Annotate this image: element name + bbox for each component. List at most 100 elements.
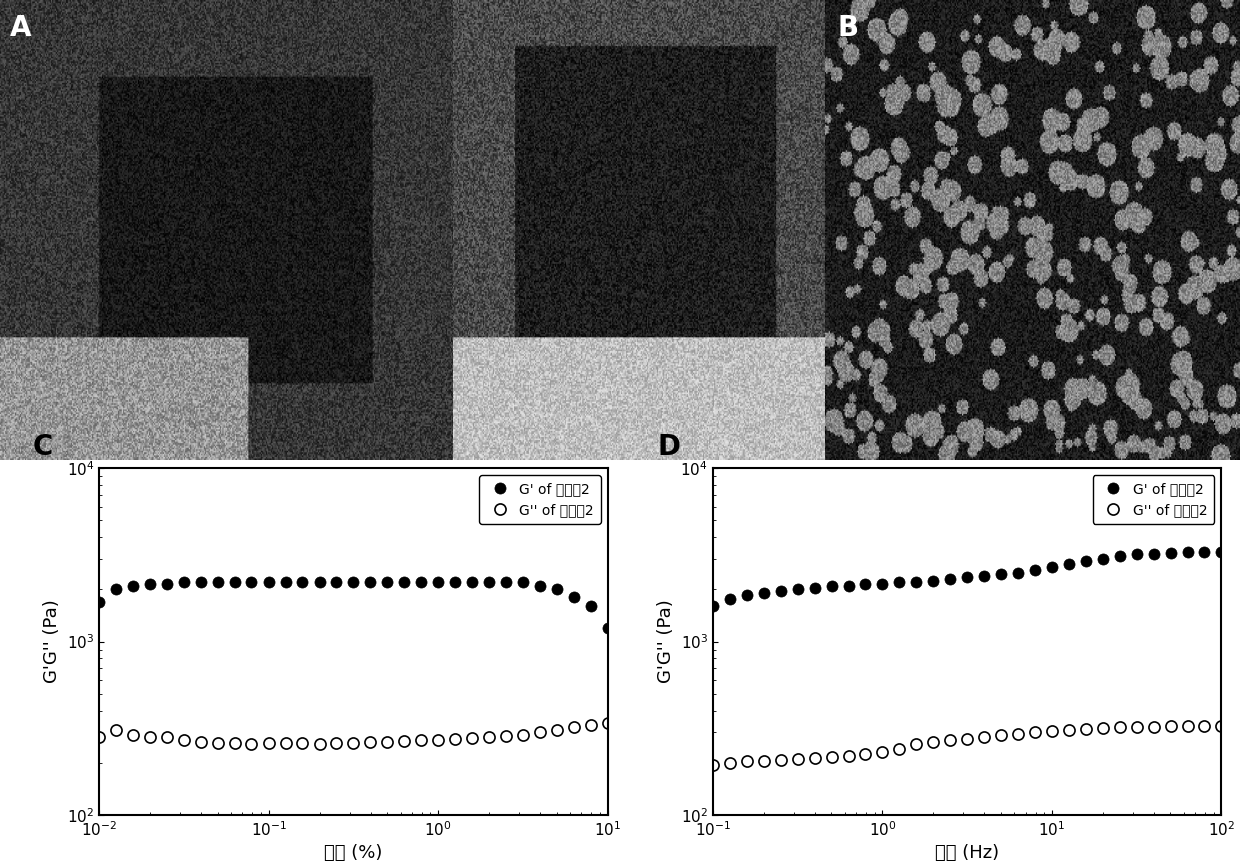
G'' of 对比例2 — [1095, 723, 1110, 733]
G'' of 对比例2 — [774, 754, 789, 765]
Text: C: C — [33, 434, 53, 461]
G' of 对比例2 — [1146, 549, 1161, 559]
G' of 对比例2 — [346, 577, 361, 588]
G' of 对比例2 — [774, 586, 789, 596]
G' of 对比例2 — [193, 577, 208, 588]
G' of 对比例2 — [790, 584, 805, 595]
G'' of 对比例2 — [1112, 722, 1127, 733]
G'' of 对比例2 — [1028, 727, 1043, 738]
G'' of 对比例2 — [600, 718, 615, 728]
G' of 对比例2 — [567, 592, 582, 603]
G'' of 对比例2 — [363, 736, 378, 746]
G' of 对比例2 — [807, 583, 822, 593]
G' of 对比例2 — [143, 579, 157, 590]
G' of 对比例2 — [1011, 567, 1025, 577]
G'' of 对比例2 — [430, 734, 445, 745]
Line: G'' of 对比例2: G'' of 对比例2 — [94, 717, 613, 750]
G'' of 对比例2 — [262, 738, 277, 748]
G'' of 对比例2 — [278, 738, 293, 748]
G' of 对比例2 — [756, 588, 771, 598]
G'' of 对比例2 — [481, 733, 496, 743]
G'' of 对比例2 — [1130, 721, 1145, 732]
G'' of 对比例2 — [109, 725, 124, 735]
G' of 对比例2 — [92, 596, 107, 607]
G' of 对比例2 — [926, 576, 941, 586]
G' of 对比例2 — [1197, 546, 1211, 557]
G'' of 对比例2 — [549, 725, 564, 735]
G' of 对比例2 — [125, 581, 140, 591]
G'' of 对比例2 — [1011, 728, 1025, 739]
Text: 14 天: 14 天 — [528, 251, 569, 269]
G' of 对比例2 — [176, 577, 191, 588]
X-axis label: 应力 (%): 应力 (%) — [324, 844, 383, 862]
G'' of 对比例2 — [892, 744, 906, 754]
G'' of 对比例2 — [125, 730, 140, 740]
G' of 对比例2 — [1112, 551, 1127, 562]
G'' of 对比例2 — [1061, 725, 1076, 735]
G' of 对比例2 — [600, 623, 615, 633]
G' of 对比例2 — [858, 579, 873, 590]
G'' of 对比例2 — [244, 740, 259, 750]
G'' of 对比例2 — [1180, 721, 1195, 732]
Text: B: B — [837, 14, 858, 42]
G'' of 对比例2 — [706, 759, 720, 770]
G'' of 对比例2 — [346, 738, 361, 748]
G'' of 对比例2 — [329, 738, 343, 748]
G' of 对比例2 — [448, 577, 463, 588]
G'' of 对比例2 — [825, 753, 839, 763]
G' of 对比例2 — [1214, 546, 1229, 557]
Text: D: D — [657, 434, 680, 461]
G' of 对比例2 — [159, 579, 174, 590]
G' of 对比例2 — [498, 577, 513, 588]
G' of 对比例2 — [977, 570, 992, 581]
G'' of 对比例2 — [227, 738, 242, 748]
Text: pH=7.4: pH=7.4 — [511, 194, 587, 212]
G'' of 对比例2 — [516, 730, 531, 740]
G'' of 对比例2 — [1146, 721, 1161, 732]
G' of 对比例2 — [430, 577, 445, 588]
G'' of 对比例2 — [993, 730, 1008, 740]
G'' of 对比例2 — [807, 753, 822, 763]
G' of 对比例2 — [1095, 554, 1110, 564]
G' of 对比例2 — [739, 590, 754, 601]
G'' of 对比例2 — [193, 736, 208, 746]
G'' of 对比例2 — [926, 736, 941, 746]
G'' of 对比例2 — [1163, 721, 1178, 732]
G' of 对比例2 — [1079, 557, 1094, 567]
G' of 对比例2 — [723, 594, 738, 604]
Text: A: A — [10, 14, 31, 42]
Legend: G' of 对比例2, G'' of 对比例2: G' of 对比例2, G'' of 对比例2 — [479, 475, 600, 524]
Line: G'' of 对比例2: G'' of 对比例2 — [708, 720, 1226, 770]
G'' of 对比例2 — [92, 733, 107, 743]
G'' of 对比例2 — [875, 747, 890, 758]
G' of 对比例2 — [379, 577, 394, 588]
G' of 对比例2 — [706, 601, 720, 611]
G'' of 对比例2 — [159, 733, 174, 743]
G' of 对比例2 — [481, 577, 496, 588]
G' of 对比例2 — [397, 577, 412, 588]
X-axis label: 频率 (Hz): 频率 (Hz) — [935, 844, 999, 862]
G' of 对比例2 — [465, 577, 480, 588]
G'' of 对比例2 — [583, 720, 598, 730]
G'' of 对比例2 — [397, 735, 412, 746]
Y-axis label: G'G'' (Pa): G'G'' (Pa) — [657, 600, 675, 683]
G' of 对比例2 — [1061, 559, 1076, 570]
G' of 对比例2 — [825, 581, 839, 591]
G' of 对比例2 — [312, 577, 327, 588]
G'' of 对比例2 — [909, 740, 924, 750]
G'' of 对比例2 — [379, 736, 394, 746]
G' of 对比例2 — [516, 577, 531, 588]
G'' of 对比例2 — [532, 727, 547, 738]
G' of 对比例2 — [227, 577, 242, 588]
G' of 对比例2 — [1163, 548, 1178, 558]
G' of 对比例2 — [892, 577, 906, 588]
G'' of 对比例2 — [143, 733, 157, 743]
G' of 对比例2 — [549, 584, 564, 595]
G' of 对比例2 — [1044, 562, 1059, 572]
G' of 对比例2 — [262, 577, 277, 588]
Line: G' of 对比例2: G' of 对比例2 — [708, 546, 1226, 612]
G' of 对比例2 — [363, 577, 378, 588]
G'' of 对比例2 — [1044, 726, 1059, 736]
G'' of 对比例2 — [960, 733, 975, 744]
G' of 对比例2 — [329, 577, 343, 588]
